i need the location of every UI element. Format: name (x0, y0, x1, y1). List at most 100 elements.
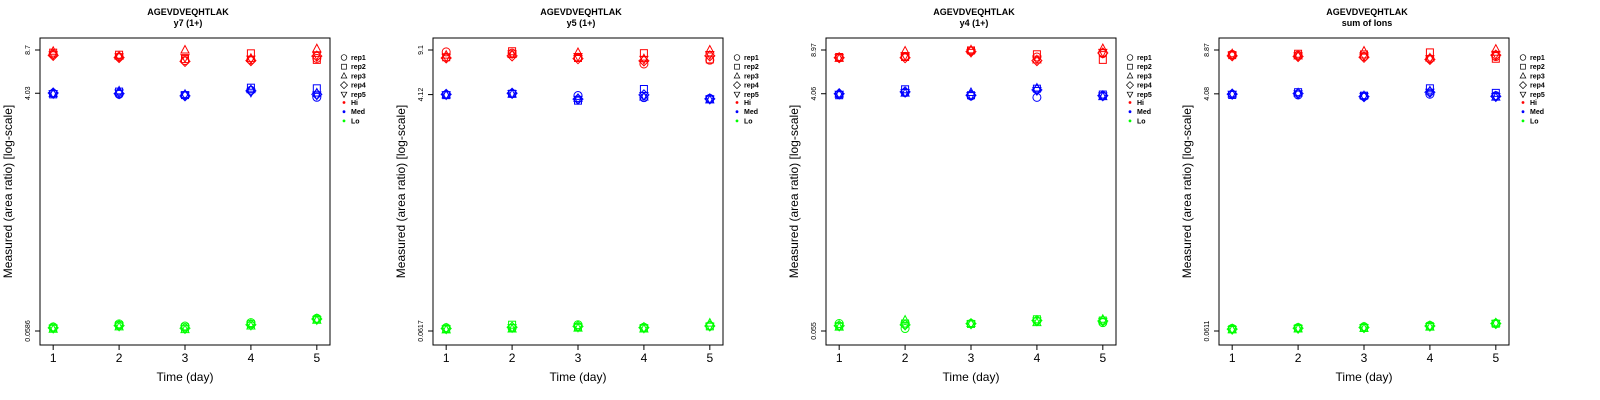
point-lo-rep5 (1425, 322, 1435, 333)
point-lo-rep5 (114, 322, 124, 332)
point-hi-rep2 (1032, 50, 1041, 59)
point-hi-rep5 (1227, 51, 1238, 61)
y-axis-label: Measured (area ratio) [log-scale] (787, 105, 801, 278)
chart-subtitle: sum of Ions (1342, 18, 1393, 28)
point-hi-rep5 (1359, 52, 1369, 62)
legend-dot-lo (1521, 119, 1525, 123)
point-med-rep1 (573, 91, 583, 101)
y-tick-label: 4.08 (1204, 87, 1211, 101)
chart-title: AGEVDVEQHTLAK (1326, 7, 1408, 17)
legend-label: rep5 (1530, 92, 1545, 99)
legend-label: rep2 (351, 64, 366, 71)
point-hi-rep5 (48, 51, 59, 61)
legend-dot-hi (735, 101, 739, 104)
point-lo-rep3 (1227, 324, 1238, 334)
point-hi-rep3 (180, 44, 190, 54)
legend-marker-rep4 (340, 81, 348, 90)
point-med-rep1 (639, 93, 649, 103)
point-hi-rep5 (639, 55, 649, 65)
point-med-rep1 (1032, 92, 1042, 102)
plot-frame (825, 37, 1117, 346)
point-hi-rep5 (966, 48, 976, 58)
point-lo-rep3 (1490, 317, 1501, 327)
legend-marker-rep4 (1126, 81, 1134, 90)
x-tick-label: 5 (313, 351, 320, 365)
point-hi-rep5 (246, 55, 256, 65)
legend-label: rep4 (744, 83, 759, 90)
legend-label: rep5 (744, 92, 759, 99)
point-hi-rep4 (506, 50, 518, 62)
point-hi-rep5 (834, 54, 845, 64)
y-axis-label: Measured (area ratio) [log-scale] (1, 105, 15, 278)
point-med-rep5 (900, 89, 910, 99)
legend-label: rep3 (1530, 73, 1545, 80)
legend-label: rep5 (351, 92, 366, 99)
point-med-rep1 (312, 92, 322, 102)
plot-frame (432, 37, 724, 346)
point-med-rep3 (180, 88, 190, 98)
point-hi-rep4 (899, 52, 911, 64)
point-med-rep2 (1425, 84, 1434, 93)
legend-label: Med (744, 109, 758, 116)
point-hi-rep2 (1491, 54, 1500, 63)
legend-label: Lo (744, 118, 753, 125)
x-tick-label: 3 (575, 351, 582, 365)
point-med-rep3 (834, 88, 845, 98)
point-hi-rep5 (704, 51, 715, 61)
point-hi-rep3 (1425, 52, 1435, 62)
point-lo-rep5 (1490, 319, 1501, 329)
legend-dot-hi (342, 101, 346, 104)
x-tick-label: 2 (116, 351, 123, 365)
point-med-rep5 (48, 90, 59, 100)
point-med-rep5 (507, 90, 517, 100)
legend-dot-lo (735, 119, 739, 123)
point-lo-rep5 (1227, 325, 1238, 336)
point-lo-rep5 (639, 324, 649, 334)
point-lo-rep5 (1032, 317, 1042, 327)
point-hi-rep3 (1359, 45, 1369, 55)
y-tick-label: 0.055 (811, 322, 818, 340)
chart-subtitle: y4 (1+) (960, 18, 989, 28)
point-hi-rep5 (180, 54, 190, 64)
x-axis-label: Time (day) (1336, 370, 1393, 384)
point-med-rep5 (1293, 90, 1303, 100)
legend-dot-med (342, 110, 346, 114)
x-tick-label: 5 (1492, 351, 1499, 365)
point-lo-rep5 (966, 320, 976, 330)
legend-marker-rep3 (1519, 72, 1527, 79)
point-hi-rep3 (114, 50, 124, 60)
x-tick-label: 3 (1361, 351, 1368, 365)
plot-frame (39, 37, 331, 346)
legend-label: rep5 (1137, 92, 1152, 99)
point-med-rep5 (573, 95, 583, 105)
point-hi-rep5 (441, 53, 452, 63)
point-hi-rep5 (900, 52, 910, 62)
x-tick-label: 4 (248, 351, 255, 365)
y-tick-label: 4.03 (25, 86, 32, 100)
y-axis-label: Measured (area ratio) [log-scale] (1180, 105, 1194, 278)
legend-dot-hi (1128, 101, 1132, 104)
point-med-rep5 (1227, 90, 1238, 100)
legend-label: rep4 (1137, 83, 1152, 90)
point-hi-rep2 (246, 49, 255, 58)
point-med-rep3 (1359, 90, 1369, 100)
legend-marker-rep2 (1127, 63, 1133, 70)
legend-label: Lo (1530, 118, 1539, 125)
data-points (1226, 43, 1502, 336)
legend-marker-rep1 (1126, 54, 1134, 61)
point-lo-rep5 (834, 322, 845, 332)
legend-marker-rep1 (733, 54, 741, 61)
y-tick-label: 8.97 (811, 43, 818, 57)
point-lo-rep5 (507, 324, 517, 334)
legend-label: Lo (351, 118, 360, 125)
legend-label: rep1 (744, 55, 759, 62)
legend-dot-hi (1521, 101, 1525, 104)
point-hi-rep5 (573, 53, 583, 63)
legend-label: Med (351, 109, 365, 116)
point-med-rep5 (966, 92, 976, 102)
point-hi-rep4 (179, 55, 191, 68)
legend-dot-lo (1128, 119, 1132, 123)
